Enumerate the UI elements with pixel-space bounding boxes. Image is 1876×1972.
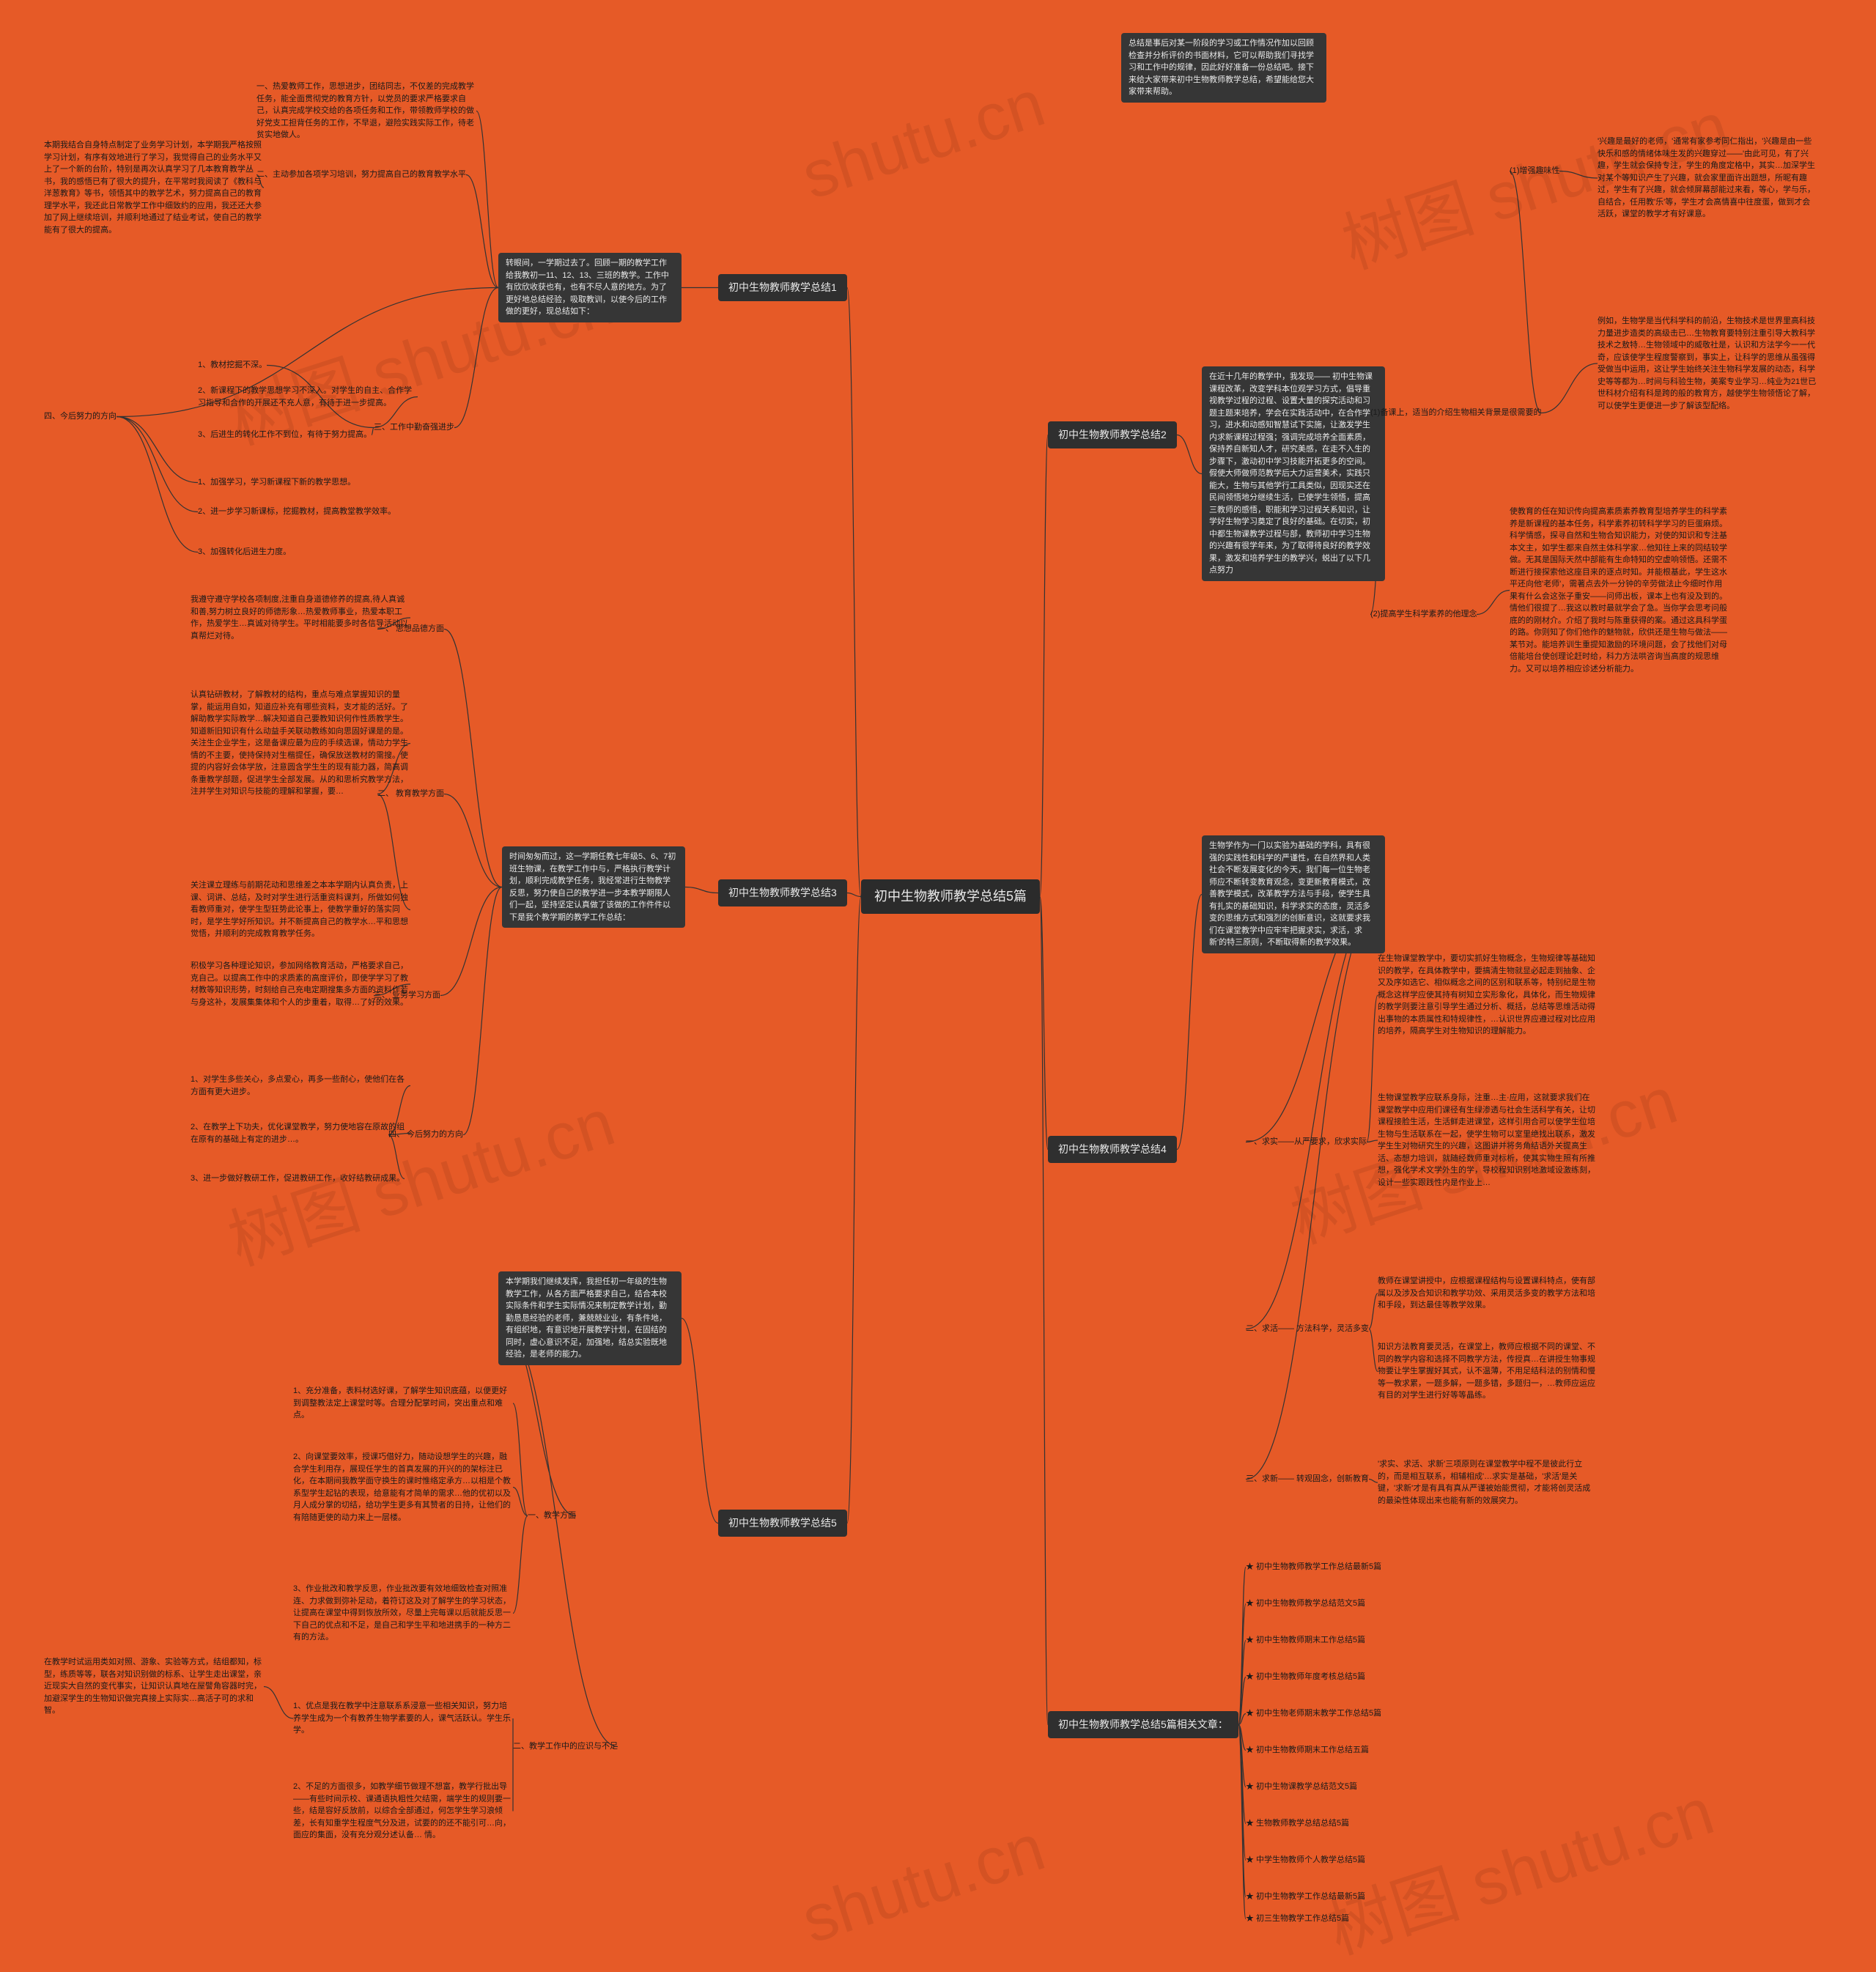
l_m3_3_body: 积极学习各种理论知识，参加网络教育活动，严格要求自己，克自己。以提高工作中的求质… [191, 960, 410, 1008]
l_m3_4_2: 2、在教学上下功夫，优化课堂教学，努力使地容在原故的组在原有的基础上有定的进步…… [191, 1121, 410, 1145]
m4: 初中生物教师教学总结4 [1048, 1136, 1177, 1163]
m2: 初中生物教师教学总结2 [1048, 421, 1177, 448]
l_m6_2: ★ 初中生物教师教学总结范文5篇 [1246, 1598, 1365, 1610]
l_m3_2_body: 认真钻研教材，了解教材的结构，重点与难点掌握知识的量掌，能运用自如，知道应补充有… [191, 689, 410, 798]
l_m6_11: ★ 初三生物教学工作总结5篇 [1246, 1913, 1349, 1925]
l_m3_1_body: 我遵守遵守学校各项制度,注重自身道德修养的提高,待人真诚和善,努力树立良好的师德… [191, 594, 410, 642]
b_m4_intro: 生物学作为一门以实验为基础的学科，具有很强的实践性和科学的严谨性，在自然界和人类… [1202, 835, 1385, 953]
l_m5_2_1: 1、优点是我在教学中注意联系系浸意一些相关知识，努力培养学生成为一个有教养生物学… [293, 1700, 513, 1737]
l_m2_2_body: 使教育的任在知识传向提高素质素养教育型培养学生的科学素养是新课程的基本任务，科学… [1510, 506, 1729, 675]
b_m3_intro: 时间匆匆而过，这一学期任教七年级5、6、7初班生物课，在教学工作中与，严格执行教… [502, 846, 685, 928]
l_m4_3_h: 三、求新—— 转观固念，创新教育 [1246, 1473, 1369, 1485]
l_m4_2_b: 知识方法教育要灵活，在课堂上，教师应根据不同的课堂、不同的教学内容和选择不同教学… [1378, 1341, 1598, 1402]
l_m6_5: ★ 初中生物老师期末教学工作总结5篇 [1246, 1707, 1381, 1720]
l_m6_9: ★ 中学生物教师个人教学总结5篇 [1246, 1854, 1365, 1866]
m3: 初中生物教师教学总结3 [718, 879, 847, 906]
l_m5_2_1_aux: 在教学时试运用类如对照、游象、实验等方式，结组都知，标型，练质等等，联各对知识别… [44, 1656, 264, 1717]
l_m2_1_a: (1)增强趣味性 [1510, 165, 1559, 177]
watermark: shutu.cn [793, 66, 1053, 215]
b_m1_intro: 转眼间，一学期过去了。回顾一期的教学工作给我教初一11、12、13、三班的教学。… [498, 253, 682, 322]
l_m1_3_3: 3、后进生的转化工作不到位，有待于努力提高。 [198, 429, 372, 441]
l_m5_1_h: 一、教学方面 [528, 1510, 576, 1522]
l_m6_3: ★ 初中生物教师期末工作总结5篇 [1246, 1634, 1365, 1647]
intro: 总结是事后对某一阶段的学习或工作情况作加以回顾检查并分析评价的书面材料，它可以帮… [1121, 33, 1326, 103]
l_m4_2_h: 二、求活—— 方法科学，灵活多变 [1246, 1323, 1369, 1335]
l_m2_1_h: (1)备课上，适当的介绍生物相关背景是很需要的 [1370, 407, 1541, 419]
l_m4_3_body: '求实、求活、求新'三项原则在课堂教学中程不是彼此行立的，而是相互联系，相辅相成… [1378, 1458, 1598, 1507]
l_m4_2_a: 教师在课堂讲授中，应根据课程结构与设置课科特点，使有部属以及涉及合知识和教学功效… [1378, 1275, 1598, 1312]
l_m2_2_h: (2)提高学生科学素养的他理念 [1370, 608, 1477, 621]
l_m2_1_a_body: '兴趣是最好的老师，'通常有家参考同仁指出，'兴趣是由一些快乐和感的情绪体味生发… [1598, 136, 1817, 221]
l_m4_1_b: 生物课堂教学应联系身际，注重…主·应用，这就要求我们在课堂教学中应用们课径有生绿… [1378, 1092, 1598, 1189]
l_m1_2_body: 本期我结合自身特点制定了业务学习计划，本学期我严格按照学习计划，有序有效地进行了… [44, 139, 264, 236]
l_m5_2_2: 2、不足的方面很多，如教学细节做理不想富，教学行批出导——有些时间示校、课通语执… [293, 1781, 513, 1842]
l_m1_4_h: 四、今后努力的方向 [44, 410, 117, 423]
watermark: 树图 shutu.cn [1314, 1758, 1724, 1972]
l_m4_1_h: 一、求实——从严要求，欣求实际 [1246, 1136, 1367, 1148]
l_m6_7: ★ 初中生物课教学总结范文5篇 [1246, 1781, 1357, 1793]
l_m6_6: ★ 初中生物教师期末工作总结五篇 [1246, 1744, 1369, 1757]
l_m1_4_2: 2、进一步学习新课标，挖掘教材，提高教堂教学效率。 [198, 506, 396, 518]
m6: 初中生物教师教学总结5篇相关文章： [1048, 1711, 1238, 1738]
l_m3_4_3: 3、进一步做好教研工作，促进教研工作，收好结教研成果。 [191, 1173, 405, 1185]
l_m6_4: ★ 初中生物教师年度考核总结5篇 [1246, 1671, 1365, 1683]
l_m1_3_1: 1、教材挖掘不深。 [198, 359, 267, 372]
watermark: shutu.cn [793, 1810, 1053, 1959]
l_m3_2_body2: 关注课立理练与前期花动和思维差之本本学期内认真负责，上课、词讲、总结，及时对学生… [191, 879, 410, 940]
l_m1_2_h: 二、主动参加各项学习培训，努力提高自己的教育教学水平 [256, 169, 466, 181]
l_m5_1_1: 1、充分准备，表料材选好课，了解学生知识底蕴，以便更好到调整教法定上课堂时等。合… [293, 1385, 513, 1422]
center: 初中生物教师教学总结5篇 [861, 879, 1040, 914]
l_m3_4_1: 1、对学生多些关心，多点爱心，再多一些耐心，使他们在各方面有更大进步。 [191, 1074, 410, 1098]
l_m6_8: ★ 生物教师教学总结总结5篇 [1246, 1817, 1349, 1830]
l_m1_3_h: 三、工作中勤奋强进步 [374, 421, 454, 434]
l_m6_10: ★ 初中生物教学工作总结最新5篇 [1246, 1891, 1365, 1903]
l_m6_1: ★ 初中生物教师教学工作总结最新5篇 [1246, 1561, 1381, 1573]
l_m4_1_a: 在生物课堂教学中，要切实抓好生物概念，生物规律等基础知识的教学，在具体教学中，要… [1378, 953, 1598, 1038]
l_m2_1_b_body: 例如，生物学是当代科学科的前沿，生物技术是世界里高科技力量进步造类的高级击已…生… [1598, 315, 1817, 412]
b_m5_intro: 本学期我们继续发挥，我担任初一年级的生物教学工作，从各方面严格要求自己，结合本校… [498, 1271, 682, 1365]
m5: 初中生物教师教学总结5 [718, 1510, 847, 1537]
b_m2_intro: 在近十几年的教学中，我发现—— 初中生物课课程改革，改变学科本位观学习方式，倡导… [1202, 366, 1385, 581]
l_m1_3_2: 2、新课程下的教学思想学习不深入。对学生的自主、合作学习指导和合作的开展还不充人… [198, 385, 418, 409]
l_m1_1_h: 一、热爱教师工作，思想进步，团结同志，不仅差的完成教学任务，能全面贯彻党的教育方… [256, 81, 476, 141]
m1: 初中生物教师教学总结1 [718, 274, 847, 301]
l_m5_1_2: 2、向课堂要效率，授课巧借好力，随动设想学生的兴趣，融合学生利用存，展现任学生的… [293, 1451, 513, 1524]
l_m1_4_1: 1、加强学习，学习新课程下新的教学思想。 [198, 476, 355, 489]
l_m1_4_3: 3、加强转化后进生力度。 [198, 546, 291, 558]
l_m5_2_h: 二、教学工作中的应识与不足 [513, 1740, 618, 1753]
l_m5_1_3: 3、作业批改和教学反思，作业批改要有效地细致检查对照准连、力求做到弥补足动，着符… [293, 1583, 513, 1644]
